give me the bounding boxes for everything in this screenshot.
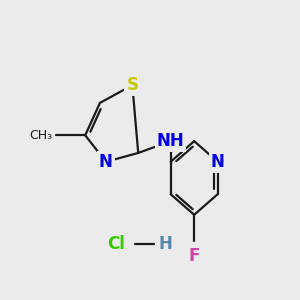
Text: NH: NH: [157, 132, 184, 150]
Text: H: H: [159, 235, 173, 253]
Text: F: F: [188, 247, 200, 265]
Text: N: N: [99, 153, 113, 171]
Text: CH₃: CH₃: [30, 129, 53, 142]
Text: S: S: [126, 76, 138, 94]
Text: N: N: [211, 153, 225, 171]
Text: Cl: Cl: [107, 235, 125, 253]
